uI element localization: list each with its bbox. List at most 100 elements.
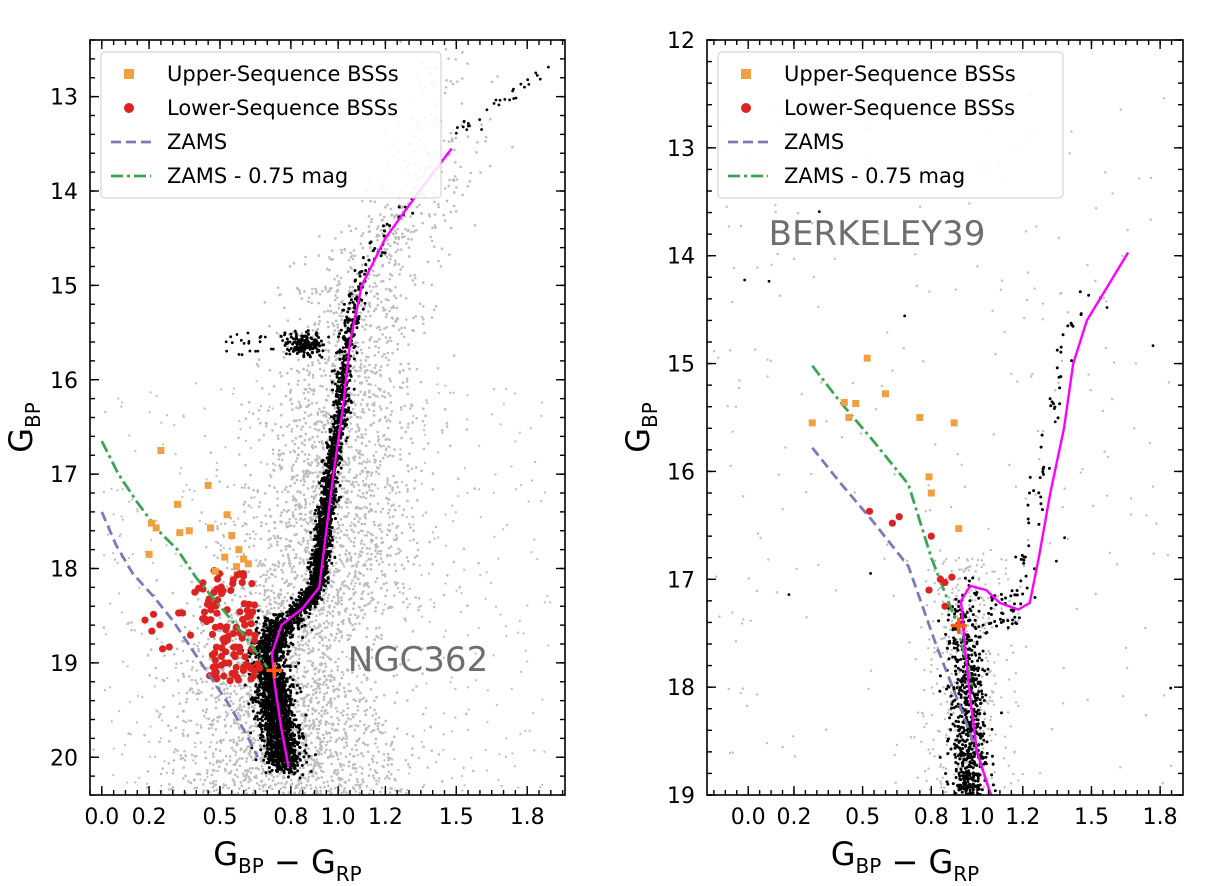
legend-square-marker <box>124 69 134 79</box>
lower-bss-point <box>238 578 246 587</box>
lower-bss-point <box>233 571 241 579</box>
x-tick-label: 0.8 <box>273 805 308 830</box>
y-tick-label: 16 <box>667 460 695 485</box>
lower-bss-point <box>228 669 236 678</box>
x-tick-label: 0.0 <box>84 805 119 830</box>
upper-bss-point <box>955 525 963 533</box>
lower-bss-point <box>191 588 199 596</box>
lower-bss-point <box>251 667 259 675</box>
upper-bss-point <box>176 529 184 537</box>
lower-bss-point <box>149 610 158 618</box>
x-tick-label: 1.2 <box>1005 805 1040 830</box>
x-tick-label: 1.2 <box>368 805 403 830</box>
lower-bss-point <box>200 608 209 616</box>
upper-bss-point <box>244 560 252 568</box>
legend-entry: Upper-Sequence BSSs <box>784 62 1016 86</box>
legend-entry: ZAMS <box>167 130 227 154</box>
lower-bss-point <box>156 621 164 629</box>
x-tick-label: 1.5 <box>1074 805 1109 830</box>
lower-bss-point <box>247 620 255 628</box>
field-stars <box>712 93 1173 795</box>
lower-bss-point <box>245 600 253 608</box>
y-tick-label: 19 <box>50 652 78 677</box>
lower-bss-point <box>208 630 217 638</box>
x-tick-label: 0.5 <box>202 805 237 830</box>
upper-bss-point <box>221 553 229 561</box>
y-tick-label: 15 <box>50 274 78 299</box>
lower-bss-point <box>212 643 221 651</box>
x-tick-label: 0.5 <box>845 805 880 830</box>
lower-bss-point <box>243 606 251 615</box>
upper-bss-point <box>235 546 243 554</box>
upper-bss-point <box>157 447 165 455</box>
legend-circle-marker <box>741 103 751 113</box>
lower-bss-point <box>246 612 254 620</box>
lower-bss-point <box>165 643 173 651</box>
lower-bss-point <box>207 606 215 614</box>
lower-bss-point <box>217 661 225 669</box>
legend-box <box>100 51 442 199</box>
legend-entry: ZAMS <box>784 130 844 154</box>
legend-entry: Lower-Sequence BSSs <box>167 96 398 120</box>
x-tick-label: 1.8 <box>510 805 545 830</box>
upper-bss-point <box>240 555 248 563</box>
upper-bss-point <box>916 414 924 421</box>
lower-bss-point <box>158 645 167 653</box>
upper-bss-point <box>925 473 933 481</box>
upper-bss-point <box>207 524 215 532</box>
lower-bss-point <box>948 573 956 581</box>
zams-line <box>100 511 260 758</box>
lower-bss-point <box>248 579 256 588</box>
x-tick-label: 0.2 <box>776 805 811 830</box>
x-tick-label: 0.2 <box>132 805 167 830</box>
x-axis-label: GBP − GRP <box>831 835 980 886</box>
chart-panel-1: 0.0 0.2 0.5 0.8 1.0 1.2 1.5 1.8 13 14 15 16 17 18 19 20… <box>2 39 566 886</box>
lower-bss-point <box>211 623 220 631</box>
x-tick-label: 1.0 <box>960 805 995 830</box>
upper-bss-point <box>223 511 231 519</box>
lower-bss-point <box>239 666 248 675</box>
legend-entry: Upper-Sequence BSSs <box>167 62 399 86</box>
y-tick-label: 17 <box>50 463 78 488</box>
lower-bss-point <box>211 649 219 657</box>
legend-entry: Lower-Sequence BSSs <box>784 96 1015 120</box>
y-tick-label: 19 <box>667 784 695 809</box>
y-tick-label: 12 <box>667 29 695 54</box>
zams-shifted-line <box>100 440 269 669</box>
lower-bss-point <box>250 601 259 609</box>
lower-bss-point <box>888 519 896 527</box>
zams-line <box>811 446 993 795</box>
upper-bss-point <box>204 481 212 489</box>
lower-bss-point <box>230 643 238 651</box>
y-axis-label: GBP <box>2 402 45 453</box>
lower-bss-point <box>211 656 219 664</box>
lower-bss-point <box>227 586 235 595</box>
upper-bss-point <box>927 489 935 497</box>
turnoff-marker <box>950 617 967 634</box>
chart-panel-2: 0.0 0.2 0.5 0.8 1.0 1.2 1.5 1.8 12 13 14 15 16 17 18 19… <box>619 29 1184 886</box>
lower-bss-point <box>220 672 228 680</box>
legend-circle-marker <box>124 103 134 113</box>
lower-bss-point <box>236 608 244 616</box>
x-tick-label: 1.5 <box>439 805 474 830</box>
lower-bss-point <box>224 632 232 640</box>
lower-bss-point <box>239 572 248 580</box>
plot-area <box>712 93 1173 795</box>
upper-bss-point <box>173 500 181 508</box>
isochrone-line <box>959 251 1130 795</box>
lower-bss-point <box>218 644 226 652</box>
lower-bss-point <box>234 676 243 684</box>
legend-entry: ZAMS - 0.75 mag <box>784 164 965 188</box>
y-tick-label: 18 <box>50 558 78 583</box>
lower-bss-points <box>865 507 963 629</box>
upper-bss-points <box>808 354 963 533</box>
lower-bss-point <box>222 625 230 634</box>
plot-frame <box>706 39 1184 796</box>
lower-bss-point <box>186 631 195 639</box>
lower-bss-point <box>241 653 249 661</box>
lower-bss-point <box>927 532 935 540</box>
upper-bss-point <box>211 567 219 575</box>
lower-bss-point <box>925 586 933 594</box>
upper-bss-point <box>852 399 860 407</box>
upper-bss-point <box>808 419 816 427</box>
